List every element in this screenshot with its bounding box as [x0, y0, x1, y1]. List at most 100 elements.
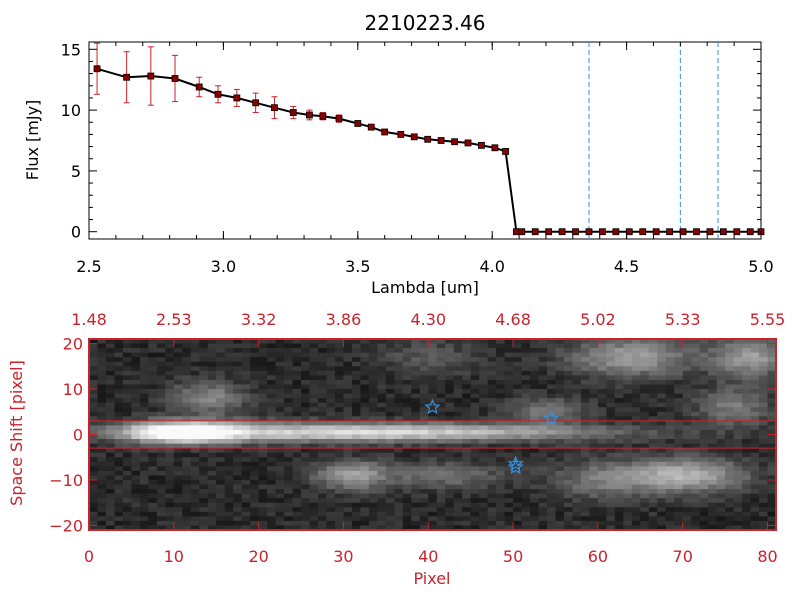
image-pixel — [377, 379, 387, 385]
image-pixel — [97, 361, 107, 367]
image-pixel — [487, 479, 497, 485]
image-pixel — [301, 452, 310, 458]
image-pixel — [377, 361, 387, 367]
image-pixel — [759, 357, 768, 363]
image-pixel — [513, 411, 522, 417]
image-pixel — [148, 393, 158, 399]
image-pixel — [165, 448, 175, 454]
image-pixel — [233, 479, 243, 485]
image-pixel — [122, 402, 132, 408]
image-pixel — [742, 484, 751, 490]
image-pixel — [156, 384, 166, 390]
image-pixel — [326, 489, 336, 495]
image-pixel — [674, 439, 684, 444]
image-pixel — [394, 434, 404, 440]
image-pixel — [173, 498, 183, 504]
image-pixel — [682, 402, 692, 408]
image-pixel — [521, 352, 531, 358]
image-pixel — [682, 516, 692, 522]
image-pixel — [614, 402, 624, 408]
image-pixel — [156, 379, 166, 385]
image-pixel — [580, 457, 590, 463]
image-pixel — [301, 352, 310, 358]
image-pixel — [547, 357, 556, 363]
image-pixel — [377, 516, 387, 522]
image-pixel — [334, 448, 344, 454]
wavelength-tick-label-6: 5.02 — [580, 310, 616, 329]
image-pixel — [725, 343, 734, 349]
image-pixel — [385, 339, 395, 344]
image-pixel — [589, 484, 599, 490]
image-pixel — [487, 525, 497, 531]
image-pixel — [182, 443, 192, 449]
image-pixel — [496, 489, 505, 495]
image-pixel — [216, 461, 226, 467]
image-pixel — [402, 502, 412, 508]
image-pixel — [496, 348, 505, 354]
image-pixel — [716, 443, 726, 449]
image-pixel — [377, 448, 387, 454]
image-pixel — [563, 402, 573, 408]
image-pixel — [258, 525, 268, 531]
image-pixel — [207, 339, 217, 344]
image-pixel — [377, 525, 387, 531]
image-pixel — [597, 429, 607, 435]
image-pixel — [182, 439, 192, 444]
image-pixel — [530, 389, 539, 394]
image-pixel — [267, 407, 276, 413]
image-pixel — [614, 398, 624, 404]
image-pixel — [275, 420, 285, 426]
image-pixel — [122, 339, 132, 344]
image-pixel — [131, 343, 141, 349]
image-pixel — [682, 393, 692, 399]
image-pixel — [122, 452, 132, 458]
image-pixel — [759, 489, 768, 495]
image-pixel — [674, 343, 684, 349]
image-pixel — [657, 402, 667, 408]
image-pixel — [470, 343, 480, 349]
image-pixel — [691, 452, 701, 458]
image-pixel — [691, 466, 701, 472]
image-pixel — [199, 502, 209, 508]
image-pixel — [207, 361, 217, 367]
image-pixel — [623, 498, 633, 504]
image-pixel — [487, 411, 497, 417]
image-pixel — [428, 484, 438, 490]
image-pixel — [742, 389, 751, 394]
image-pixel — [597, 470, 607, 476]
image-pixel — [318, 461, 327, 467]
image-pixel — [292, 407, 302, 413]
image-pixel — [360, 434, 370, 440]
data-point-20 — [451, 138, 458, 146]
image-pixel — [496, 452, 505, 458]
image-pixel — [385, 429, 395, 435]
image-pixel — [292, 352, 302, 358]
image-pixel — [682, 357, 692, 363]
image-pixel — [742, 470, 751, 476]
image-pixel — [173, 502, 183, 508]
image-pixel — [377, 461, 387, 467]
image-pixel — [267, 393, 276, 399]
image-pixel — [733, 416, 743, 422]
image-pixel — [436, 452, 446, 458]
image-pixel — [250, 457, 260, 463]
image-pixel — [725, 375, 734, 381]
image-pixel — [309, 461, 319, 467]
image-pixel — [750, 366, 760, 372]
image-pixel — [343, 498, 353, 504]
image-pixel — [105, 511, 115, 517]
image-pixel — [470, 384, 480, 390]
image-pixel — [436, 375, 446, 381]
image-pixel — [631, 489, 641, 495]
image-pixel — [504, 389, 514, 394]
image-pixel — [665, 502, 675, 508]
image-pixel — [419, 498, 429, 504]
image-pixel — [665, 379, 675, 385]
image-pixel — [470, 370, 480, 376]
image-pixel — [156, 502, 166, 508]
image-pixel — [445, 475, 455, 481]
image-pixel — [105, 366, 115, 372]
image-pixel — [733, 339, 743, 344]
image-pixel — [538, 370, 548, 376]
image-pixel — [665, 389, 675, 394]
